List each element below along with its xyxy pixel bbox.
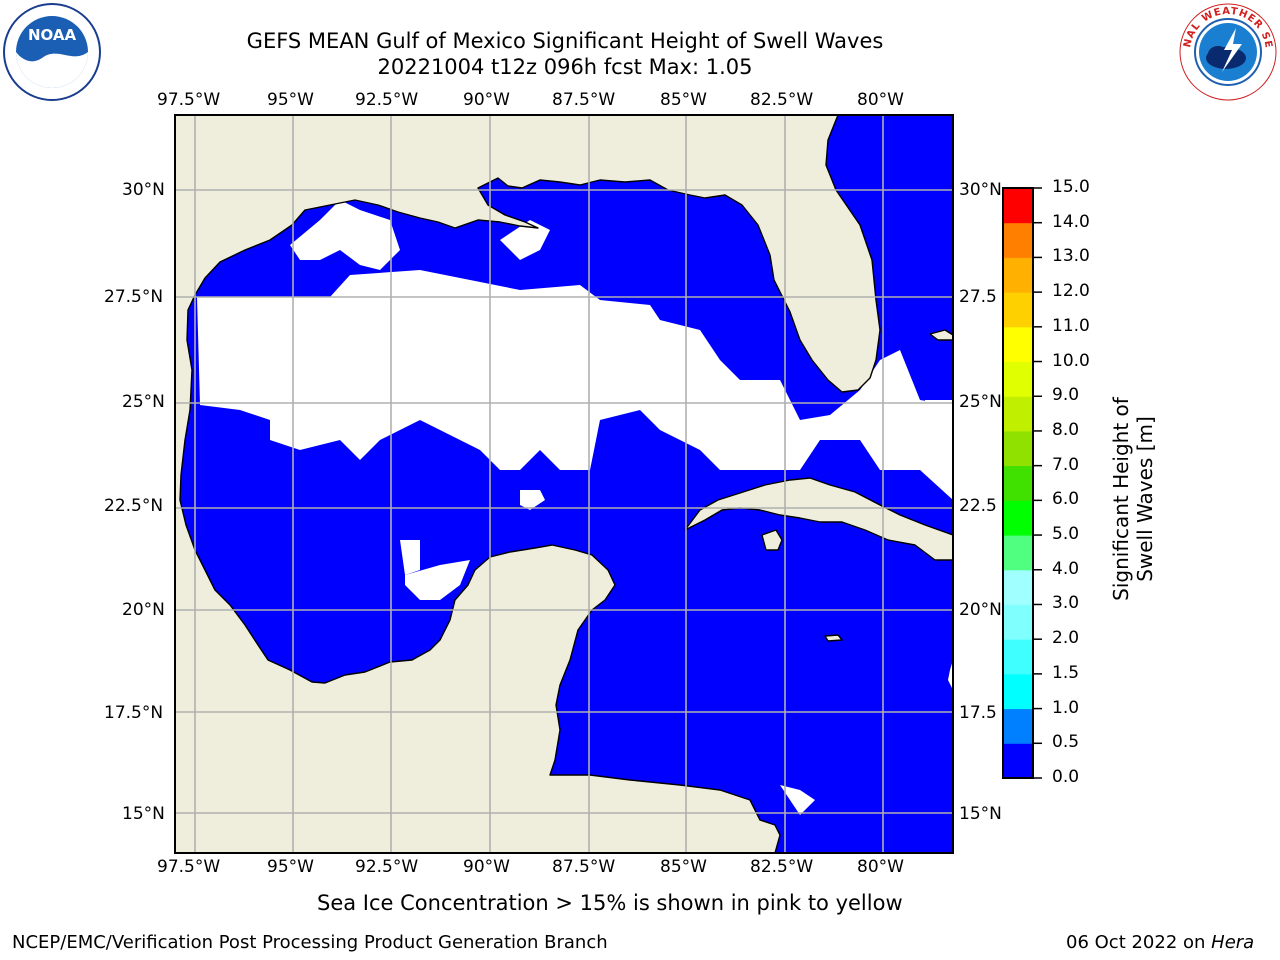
colorbar-tick-label-6: 4.0 bbox=[1052, 558, 1080, 579]
plot-title-line2: 20221004 t12z 096h fcst Max: 1.05 bbox=[377, 55, 753, 79]
lon-label-bottom-92.5W: 92.5°W bbox=[355, 857, 419, 877]
land-isla-juventud bbox=[761, 529, 783, 551]
colorbar-segment-0 bbox=[1003, 743, 1033, 779]
footer-date-text: 06 Oct 2022 on bbox=[1066, 932, 1206, 953]
colorbar-tick-label-9: 7.0 bbox=[1052, 454, 1080, 475]
land-north-america bbox=[175, 115, 881, 853]
colorbar-segment-10 bbox=[1003, 396, 1033, 432]
colorbar-tick-label-8: 6.0 bbox=[1052, 489, 1080, 510]
colorbar-tick-label-16: 14.0 bbox=[1052, 211, 1090, 232]
lon-label-top-82.5W: 82.5°W bbox=[750, 90, 814, 110]
colorbar-tick-label-13: 11.0 bbox=[1052, 315, 1090, 336]
lat-label-right-15N: 15°N bbox=[959, 804, 1002, 824]
lat-label-right-20N: 20°N bbox=[959, 600, 1002, 620]
footer-date: 06 Oct 2022 on Hera bbox=[1066, 932, 1254, 953]
nws-logo: NATIONAL WEATHER SERVICE bbox=[1178, 2, 1277, 101]
colorbar-tick-label-4: 2.0 bbox=[1052, 628, 1080, 649]
colorbar-segment-1 bbox=[1003, 708, 1033, 744]
colorbar-segment-11 bbox=[1003, 361, 1033, 397]
colorbar-segment-15 bbox=[1003, 222, 1033, 258]
colorbar-tick-label-11: 9.0 bbox=[1052, 385, 1080, 406]
lon-label-top-87.5W: 87.5°W bbox=[552, 90, 616, 110]
colorbar-tick-label-5: 3.0 bbox=[1052, 593, 1080, 614]
colorbar-segment-9 bbox=[1003, 430, 1033, 467]
plot-title-line1: GEFS MEAN Gulf of Mexico Significant Hei… bbox=[246, 29, 884, 53]
lat-label-left-25N: 25°N bbox=[122, 392, 165, 412]
land-bahamas bbox=[929, 329, 953, 341]
colorbar-segment-14 bbox=[1003, 257, 1033, 293]
map-frame bbox=[174, 114, 954, 854]
lon-label-bottom-85W: 85°W bbox=[660, 857, 707, 877]
colorbar-tick-label-12: 10.0 bbox=[1052, 350, 1090, 371]
calm-area-patches bbox=[197, 200, 953, 815]
lat-label-left-17.5N: 17.5°N bbox=[104, 703, 164, 723]
colorbar-tick-label-15: 13.0 bbox=[1052, 246, 1090, 267]
lat-label-left-27.5N: 27.5°N bbox=[104, 287, 164, 307]
lat-label-left-22.5N: 22.5°N bbox=[104, 496, 164, 516]
land-masses bbox=[175, 115, 953, 853]
colorbar-segment-5 bbox=[1003, 569, 1033, 605]
colorbar-tick-label-0: 0.0 bbox=[1052, 767, 1080, 787]
lon-label-top-90W: 90°W bbox=[463, 90, 510, 110]
lat-label-right-17.5N: 17.5 bbox=[959, 703, 997, 723]
colorbar-tick-label-1: 0.5 bbox=[1052, 732, 1080, 753]
lat-label-right-27.5N: 27.5 bbox=[959, 287, 997, 307]
lon-label-top-97.5W: 97.5°W bbox=[157, 90, 221, 110]
footer-host: Hera bbox=[1211, 932, 1255, 953]
colorbar-segment-7 bbox=[1003, 500, 1033, 536]
gridlines bbox=[175, 115, 953, 853]
lat-label-right-30N: 30°N bbox=[959, 180, 1002, 200]
colorbar-segment-6 bbox=[1003, 535, 1033, 571]
colorbar-tick-label-3: 1.5 bbox=[1052, 662, 1080, 683]
lon-label-top-85W: 85°W bbox=[660, 90, 707, 110]
colorbar-tick-label-7: 5.0 bbox=[1052, 524, 1080, 545]
colorbar-tick-label-14: 12.0 bbox=[1052, 281, 1090, 302]
colorbar-segment-12 bbox=[1003, 326, 1033, 363]
noaa-logo: NOAA bbox=[3, 3, 101, 101]
lat-label-right-22.5N: 22.5 bbox=[959, 496, 997, 516]
lon-label-bottom-97.5W: 97.5°W bbox=[157, 857, 221, 877]
lat-label-right-25N: 25°N bbox=[959, 392, 1002, 412]
colorbar-segment-13 bbox=[1003, 292, 1033, 328]
sea-ice-note: Sea Ice Concentration > 15% is shown in … bbox=[317, 891, 903, 915]
lon-label-bottom-80W: 80°W bbox=[857, 857, 904, 877]
colorbar-segment-4 bbox=[1003, 604, 1033, 640]
colorbar-segment-3 bbox=[1003, 639, 1033, 675]
lon-label-bottom-90W: 90°W bbox=[463, 857, 510, 877]
lat-label-left-15N: 15°N bbox=[122, 804, 165, 824]
lat-label-left-20N: 20°N bbox=[122, 600, 165, 620]
lon-label-bottom-82.5W: 82.5°W bbox=[750, 857, 814, 877]
colorbar-segment-16 bbox=[1003, 188, 1033, 224]
colorbar-label: Significant Height of Swell Waves [m] bbox=[1109, 397, 1157, 601]
colorbar-segment-2 bbox=[1003, 673, 1033, 710]
lon-label-top-80W: 80°W bbox=[857, 90, 904, 110]
footer-branch: NCEP/EMC/Verification Post Processing Pr… bbox=[12, 932, 608, 953]
colorbar-tick-label-2: 1.0 bbox=[1052, 697, 1080, 718]
land-cuba bbox=[684, 477, 953, 561]
colorbar-tick-label-10: 8.0 bbox=[1052, 419, 1080, 440]
colorbar-tick-label-17: 15.0 bbox=[1052, 177, 1090, 197]
noaa-logo-text: NOAA bbox=[28, 26, 77, 44]
colorbar bbox=[1002, 187, 1042, 779]
lon-label-bottom-95W: 95°W bbox=[267, 857, 314, 877]
land-jamaica bbox=[824, 634, 843, 642]
lon-label-bottom-87.5W: 87.5°W bbox=[552, 857, 616, 877]
colorbar-segment-8 bbox=[1003, 465, 1033, 501]
lon-label-top-95W: 95°W bbox=[267, 90, 314, 110]
lat-label-left-30N: 30°N bbox=[122, 180, 165, 200]
lon-label-top-92.5W: 92.5°W bbox=[355, 90, 419, 110]
